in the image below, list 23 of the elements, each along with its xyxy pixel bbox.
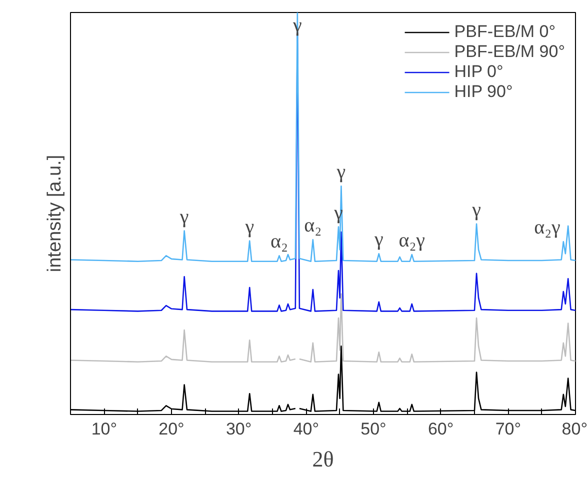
x-tick-label: 50°: [360, 420, 386, 438]
annotation: γ: [336, 161, 346, 184]
x-axis-title: 2θ: [312, 446, 334, 472]
y-axis-title: intensity [a.u.]: [44, 154, 66, 272]
x-tick-label: 20°: [158, 420, 184, 438]
x-tick-label: 40°: [293, 420, 320, 438]
legend-label: HIP 90°: [454, 82, 513, 102]
legend-label: PBF-EB/M 0°: [454, 22, 556, 42]
annotation: α₂: [304, 214, 322, 237]
annotation: γ: [244, 216, 254, 238]
x-tick-label: 60°: [428, 420, 454, 438]
annotation: γ: [471, 198, 482, 221]
x-tick-label: 30°: [226, 420, 252, 438]
x-tick-label: 80°: [562, 420, 587, 438]
annotation: α₂γ: [534, 216, 561, 239]
legend-label: HIP 0°: [454, 62, 504, 82]
annotation: α₂γ: [398, 230, 426, 252]
annotation: γ: [178, 206, 189, 228]
annotation: α₂: [270, 230, 288, 253]
annotation: γ: [373, 228, 384, 251]
x-tick-label: 10°: [91, 420, 118, 438]
x-tick-label: 70°: [495, 420, 522, 438]
legend-label: PBF-EB/M 90°: [454, 42, 565, 62]
